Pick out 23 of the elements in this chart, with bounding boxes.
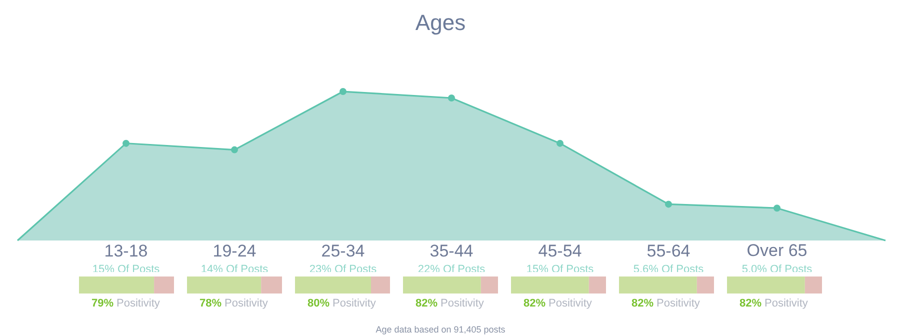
text: 79% Positivity bbox=[91, 298, 160, 310]
text: 82% Positivity bbox=[739, 298, 808, 310]
point bbox=[340, 88, 346, 96]
text: 78% Positivity bbox=[199, 298, 268, 310]
point bbox=[122, 140, 130, 147]
text: 80% Positivity bbox=[307, 298, 376, 310]
x-tick-label: 19-24 bbox=[212, 241, 256, 260]
point bbox=[231, 146, 238, 154]
x-tick-label: 55-64 bbox=[646, 241, 690, 260]
x-tick-label: 45-54 bbox=[538, 241, 582, 260]
text: Age data based on 91,405 posts bbox=[376, 324, 506, 334]
x-tick-label: 25-34 bbox=[321, 241, 365, 260]
point bbox=[774, 204, 780, 212]
text: 82% Positivity bbox=[523, 298, 592, 310]
text: 82% Positivity bbox=[415, 298, 484, 310]
text: 82% Positivity bbox=[631, 298, 700, 310]
x-tick-label: 13-18 bbox=[104, 241, 148, 260]
point bbox=[665, 200, 672, 208]
point bbox=[556, 140, 564, 147]
chart-title: Ages bbox=[415, 10, 466, 36]
x-tick-label: Over 65 bbox=[746, 240, 808, 260]
point bbox=[448, 94, 455, 102]
x-tick-label: 35-44 bbox=[430, 241, 474, 260]
